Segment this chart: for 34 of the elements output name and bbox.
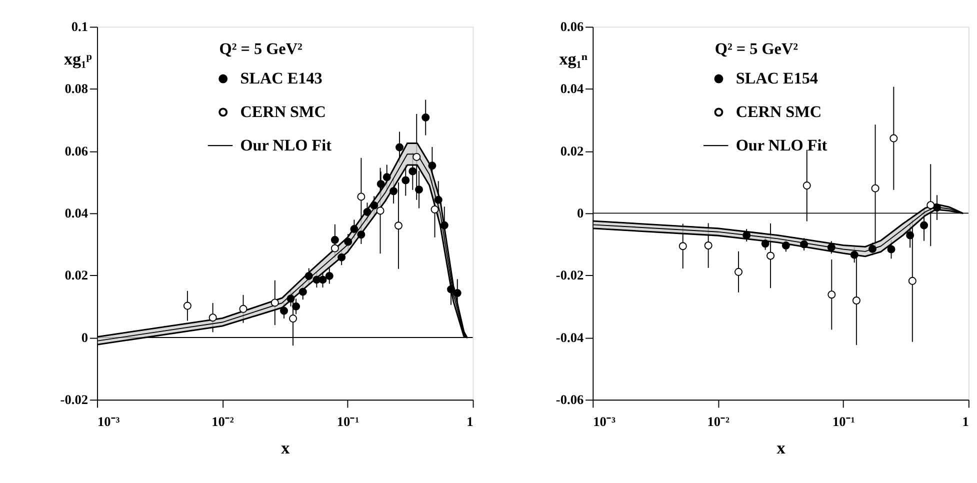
x-axis-title: x — [281, 438, 290, 458]
legend-label: SLAC E154 — [736, 70, 818, 88]
legend-label: Our NLO Fit — [736, 137, 828, 154]
x-axis-title: x — [776, 438, 786, 458]
x-tick-label: 10⁻¹ — [336, 414, 360, 429]
y-tick-label: -0.02 — [556, 268, 584, 283]
x-tick-label: 10⁻² — [212, 414, 234, 429]
y-tick-label: 0 — [576, 205, 584, 220]
y-axis-title: xg₁ⁿ — [559, 49, 588, 68]
y-tick-label: -0.04 — [556, 330, 584, 345]
y-axis-title: xg₁ᵖ — [64, 49, 92, 68]
x-tick-label: 10⁻² — [707, 414, 730, 429]
y-tick-label: 0.04 — [560, 81, 584, 96]
annotation: Q² = 5 GeV² — [219, 40, 302, 58]
x-tick-label: 10⁻¹ — [832, 414, 855, 429]
y-tick-label: 0.02 — [560, 143, 584, 158]
legend-label: Our NLO Fit — [240, 137, 332, 154]
x-tick-label: 1 — [962, 414, 969, 429]
legend-label: CERN SMC — [736, 104, 822, 121]
y-tick-label: -0.06 — [556, 392, 584, 407]
y-tick-label: 0.06 — [560, 19, 584, 34]
y-tick-label: 0.02 — [64, 268, 88, 283]
y-tick-label: 0.08 — [64, 81, 88, 96]
legend-label: SLAC E143 — [240, 70, 322, 88]
y-tick-label: 0.06 — [64, 143, 88, 158]
y-tick-label: -0.02 — [60, 392, 88, 407]
legend-label: CERN SMC — [240, 104, 326, 121]
y-tick-label: 0 — [81, 330, 88, 345]
y-tick-label: 0.1 — [71, 19, 88, 34]
y-tick-label: 0.04 — [64, 205, 88, 220]
annotation: Q² = 5 GeV² — [714, 40, 798, 58]
x-tick-label: 10⁻³ — [98, 414, 120, 429]
x-tick-label: 1 — [466, 414, 474, 429]
x-tick-label: 10⁻³ — [593, 414, 616, 429]
